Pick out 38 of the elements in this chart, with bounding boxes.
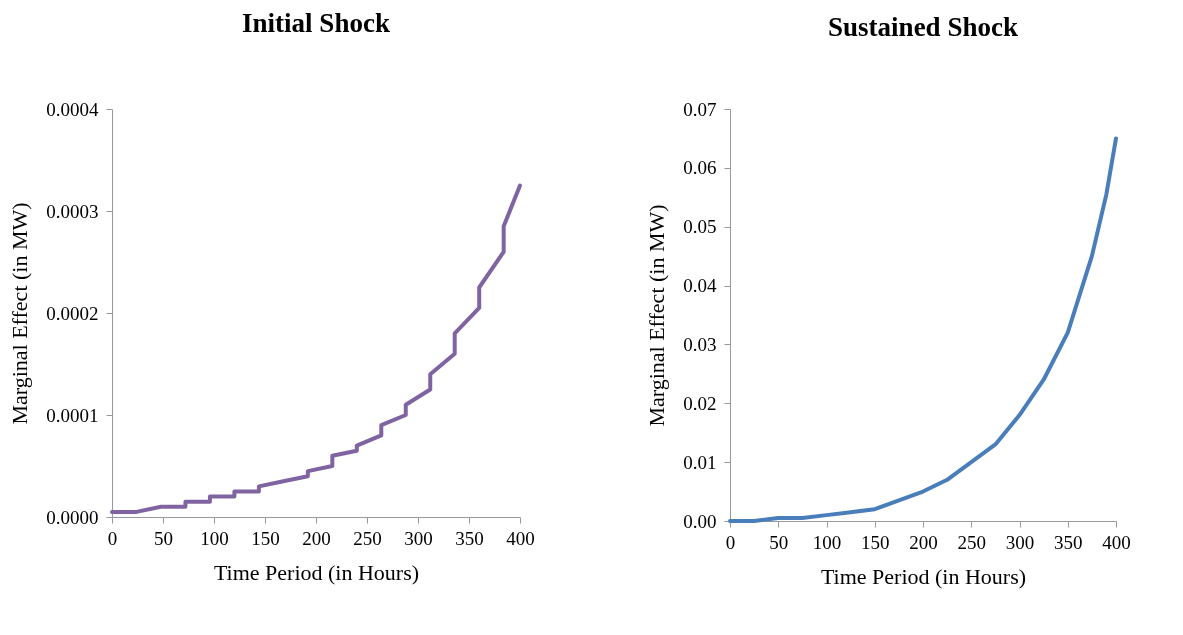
y-tick-label: 0.0000 <box>46 506 99 528</box>
x-tick-label: 300 <box>404 527 433 549</box>
x-tick-label: 0 <box>107 527 118 549</box>
y-tick-label: 0.0003 <box>46 200 99 222</box>
line-series <box>110 183 522 514</box>
chart-title: Initial Shock <box>242 8 390 38</box>
x-tick-label: 0 <box>725 531 736 553</box>
x-tick-label: 50 <box>769 531 789 553</box>
y-tick-label: 0.0002 <box>46 302 99 324</box>
y-tick-label: 0.0001 <box>46 404 99 426</box>
x-tick-label: 200 <box>909 531 938 553</box>
x-tick-label: 150 <box>251 527 280 549</box>
x-tick-label: 350 <box>1054 531 1083 553</box>
x-tick-label: 400 <box>506 527 535 549</box>
x-tick-label: 400 <box>1102 531 1131 553</box>
x-tick-label: 150 <box>861 531 890 553</box>
x-axis-title: Time Period (in Hours) <box>213 559 420 585</box>
x-tick-label: 100 <box>812 531 842 553</box>
y-tick-label: 0.05 <box>683 216 717 238</box>
y-tick-label: 0.01 <box>683 451 717 473</box>
y-axis-title: Marginal Effect (in MW) <box>644 204 670 427</box>
x-tick-label: 350 <box>455 527 484 549</box>
chart-title: Sustained Shock <box>828 12 1018 42</box>
y-tick-label: 0.00 <box>683 510 717 532</box>
x-tick-label: 200 <box>302 527 331 549</box>
y-tick-label: 0.04 <box>683 275 717 297</box>
y-tick-label: 0.06 <box>683 157 717 179</box>
y-tick-label: 0.07 <box>683 98 717 120</box>
x-tick-label: 100 <box>200 527 229 549</box>
x-tick-label: 50 <box>154 527 173 549</box>
x-axis-title: Time Period (in Hours) <box>820 563 1027 589</box>
y-tick-label: 0.02 <box>683 392 717 414</box>
y-tick-label: 0.0004 <box>46 98 99 120</box>
x-tick-label: 250 <box>353 527 382 549</box>
y-axis-title: Marginal Effect (in MW) <box>7 202 33 425</box>
y-tick-label: 0.03 <box>683 333 717 355</box>
x-tick-label: 300 <box>1005 531 1035 553</box>
x-tick-label: 250 <box>957 531 986 553</box>
